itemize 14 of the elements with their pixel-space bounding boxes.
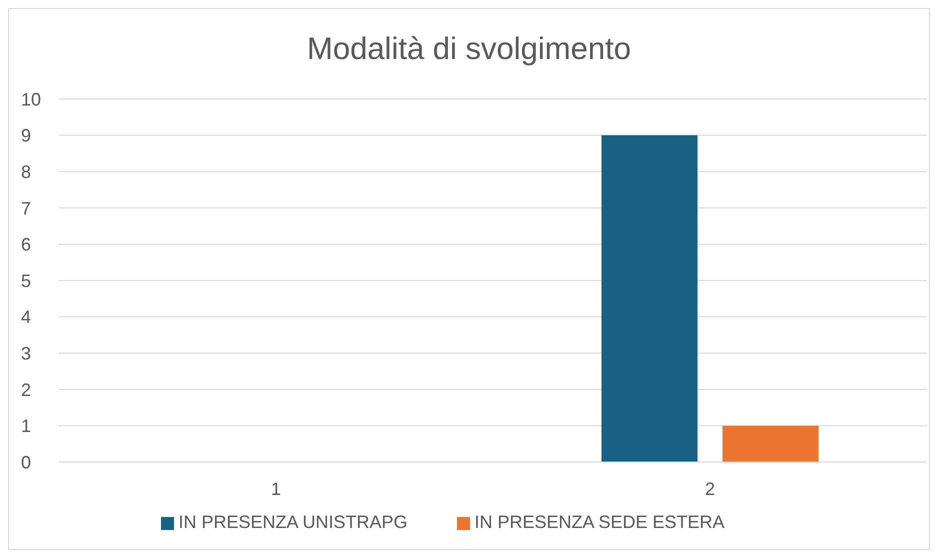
- y-tick-label: 3: [21, 343, 32, 364]
- legend-label: IN PRESENZA UNISTRAPG: [178, 512, 408, 532]
- y-tick-label: 9: [21, 126, 32, 146]
- y-tick-label: 5: [21, 270, 32, 291]
- y-tick-label: 0: [21, 452, 32, 472]
- y-tick-label: 4: [21, 307, 32, 328]
- y-tick-label: 1: [21, 416, 32, 436]
- y-tick-label: 2: [21, 380, 32, 400]
- y-tick-label: 10: [21, 89, 42, 110]
- y-tick-label: 8: [21, 162, 32, 182]
- legend-label: IN PRESENZA SEDE ESTERA: [474, 512, 725, 532]
- y-tick-label: 7: [21, 198, 32, 218]
- y-tick-label: 6: [21, 234, 32, 255]
- chart-title: Modalità di svolgimento: [306, 30, 632, 68]
